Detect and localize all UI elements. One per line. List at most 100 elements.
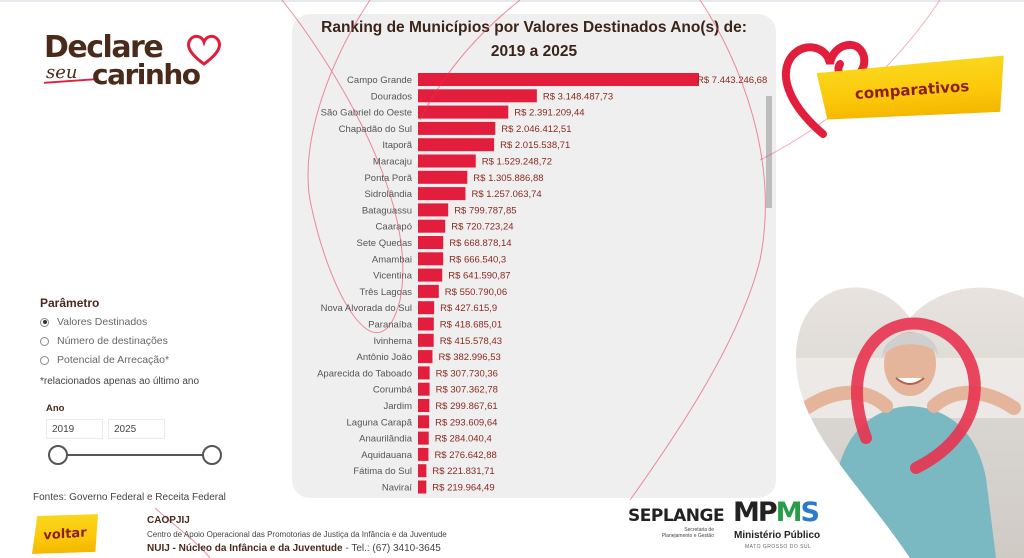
bar[interactable] [418,480,427,494]
category-label: São Gabriel do Oeste [321,108,412,119]
bar[interactable] [418,236,444,249]
bar[interactable] [418,399,430,412]
logo-line1: Declare [44,30,164,65]
value-label: R$ 299.867,61 [435,401,497,412]
mpms-s: S [800,497,821,528]
bar[interactable] [418,317,434,331]
nuij-name: NUIJ - Núcleo da Infância e da Juventude [147,543,343,554]
parameter-note: *relacionados apenas ao último ano [40,376,199,387]
year-filter-label: Ano [46,403,65,414]
category-label: Naviraí [382,483,412,494]
value-label: R$ 2.046.412,51 [501,124,571,135]
bar[interactable] [418,268,443,282]
bar[interactable] [418,431,429,445]
value-label: R$ 2.391.209,44 [514,108,584,119]
value-label: R$ 1.257.063,74 [471,189,541,200]
value-label: R$ 427.615,9 [440,303,497,314]
bar[interactable] [418,138,495,152]
year-slider-end-handle[interactable] [202,445,222,465]
mpms-mp: MP [733,497,778,528]
bar-chart: Campo Grande R$ 7.443.246,68 Dourados R$ 3.… [317,73,767,494]
year-slider-track[interactable] [58,454,212,456]
year-from-input[interactable]: 2019 [46,419,103,439]
year-slider-start-handle[interactable] [48,445,68,465]
bar[interactable] [418,73,699,86]
bar[interactable] [418,366,430,380]
heart-icon [187,34,221,66]
value-label: R$ 550.790,06 [445,287,507,298]
value-label: R$ 284.040,4 [435,434,492,445]
category-label: Campo Grande [347,75,412,86]
value-label: R$ 221.831,71 [432,466,494,477]
radio-numero-destinacoes[interactable]: Número de destinações [40,335,168,347]
mpms-state: MATO GROSSO DO SUL [745,544,812,550]
bar[interactable] [418,219,446,233]
value-label: R$ 799.787,85 [454,205,516,216]
category-label: Maracaju [373,157,412,168]
category-label: Paranaíba [368,320,413,331]
value-label: R$ 666.540,3 [449,254,506,265]
value-label: R$ 219.964,49 [432,483,494,494]
seplange-logo: SEPLANGE [628,506,725,526]
value-label: R$ 293.609,64 [435,417,497,428]
category-label: Ivinhema [373,336,412,347]
nuij-contact: NUIJ - Núcleo da Infância e da Juventude… [147,543,441,554]
radio-unselected-icon[interactable] [40,355,49,365]
category-label: Fátima do Sul [353,466,412,477]
category-label: Nova Alvorada do Sul [321,303,412,314]
radio-label: Número de destinações [57,335,168,347]
bar[interactable] [418,187,466,201]
bar[interactable] [418,121,496,135]
radio-label: Valores Destinados [57,316,148,328]
category-label: Jardim [383,401,412,412]
value-label: R$ 3.148.487,73 [543,91,613,102]
bar[interactable] [418,382,430,396]
sources-text: Fontes: Governo Federal e Receita Federa… [33,492,226,503]
value-label: R$ 418.685,01 [440,320,502,331]
category-label: Laguna Carapã [347,417,413,428]
category-label: Sete Quedas [357,238,413,249]
value-label: R$ 720.723,24 [451,222,513,233]
bar[interactable] [418,105,509,119]
mpms-subtitle: Ministério Público [734,530,821,541]
category-label: Amambai [372,254,412,265]
voltar-button[interactable]: voltar [32,512,98,557]
value-label: R$ 668.878,14 [449,238,511,249]
value-label: R$ 7.443.246,68 [697,75,767,86]
category-label: Aquidauana [361,450,412,461]
bar[interactable] [418,170,468,184]
category-label: Antônio João [357,352,412,363]
chart-scrollbar[interactable] [766,96,772,208]
value-label: R$ 382.996,53 [438,352,500,363]
radio-potencial-arrecadacao[interactable]: Potencial de Arrecação* [40,354,169,366]
bar[interactable] [418,301,435,315]
category-label: Dourados [371,91,412,102]
mpms-m: M [775,497,803,528]
bar[interactable] [418,89,537,103]
value-label: R$ 1.529.248,72 [482,157,552,168]
bar[interactable] [418,464,427,478]
declare-seu-carinho-logo: Declare seu carinho [43,30,224,91]
value-label: R$ 2.015.538,71 [500,140,570,151]
bar[interactable] [418,154,476,168]
bar[interactable] [418,415,430,429]
bar[interactable] [418,284,439,298]
logo-line2: carinho [92,58,201,91]
category-label: Sidrolândia [364,189,412,200]
radio-valores-destinados[interactable]: Valores Destinados [40,316,147,328]
bar[interactable] [418,203,449,217]
bar[interactable] [418,252,444,266]
mpms-logo: MPMS [733,497,821,528]
value-label: R$ 641.590,87 [448,271,510,282]
category-label: Itaporã [382,140,412,151]
bar[interactable] [418,333,434,347]
bar[interactable] [418,350,433,364]
logo-seu: seu [46,62,78,83]
category-label: Três Lagoas [360,287,413,298]
bar[interactable] [418,447,429,461]
radio-selected-icon[interactable] [40,317,49,327]
value-label: R$ 276.642,88 [434,450,496,461]
year-to-input[interactable]: 2025 [108,419,165,439]
radio-unselected-icon[interactable] [40,336,49,346]
value-label: R$ 415.578,43 [440,336,502,347]
